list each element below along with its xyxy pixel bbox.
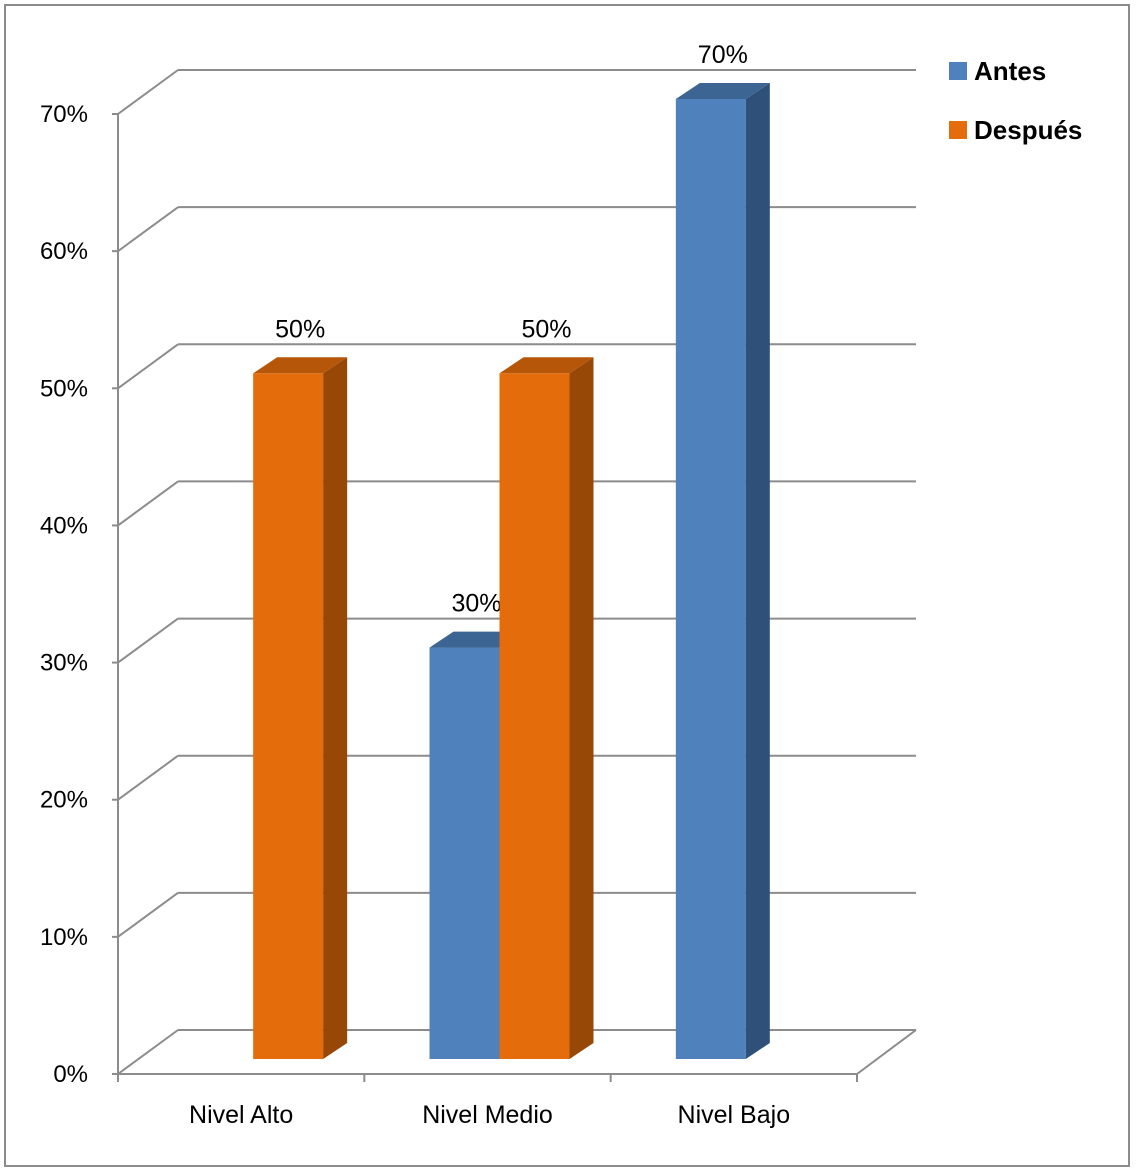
legend-swatch (949, 121, 967, 139)
data-label: 30% (451, 590, 501, 618)
gridline-diagonal (117, 892, 179, 938)
bar-antes (429, 647, 500, 1059)
x-tick-label: Nivel Alto (189, 1101, 293, 1129)
y-tick-label: 50% (40, 375, 88, 402)
y-tick-label: 60% (40, 238, 88, 265)
gridline-diagonal (117, 343, 179, 390)
data-label: 50% (521, 315, 571, 343)
bar-top (253, 357, 348, 374)
gridline-diagonal (117, 480, 179, 527)
bar-antes (675, 99, 746, 1059)
y-tick-label: 40% (40, 512, 88, 539)
data-label: 70% (698, 41, 748, 69)
bar-side (745, 83, 770, 1059)
legend-swatch (949, 62, 967, 80)
legend-label: Antes (974, 56, 1046, 86)
floor-edge (856, 1029, 917, 1075)
bar-después (253, 373, 324, 1059)
y-tick-label: 70% (40, 101, 88, 128)
y-tick-label: 30% (40, 650, 88, 677)
bar-side (323, 357, 348, 1059)
legend-label: Después (974, 115, 1082, 145)
y-tick-label: 0% (53, 1061, 88, 1088)
gridline-diagonal (117, 754, 179, 801)
y-tick-label: 10% (40, 924, 88, 951)
data-label: 50% (275, 315, 325, 343)
bar-después (499, 373, 570, 1059)
bar-side (569, 357, 594, 1059)
x-tick-label: Nivel Bajo (678, 1101, 791, 1129)
gridline-diagonal (117, 206, 179, 252)
y-tick-label: 20% (40, 787, 88, 814)
bar-top (675, 83, 770, 99)
gridline-diagonal (117, 1029, 179, 1075)
x-tick-label: Nivel Medio (422, 1101, 553, 1129)
gridline-diagonal (117, 69, 179, 115)
gridline-diagonal (117, 617, 179, 664)
bar-top (499, 357, 594, 374)
